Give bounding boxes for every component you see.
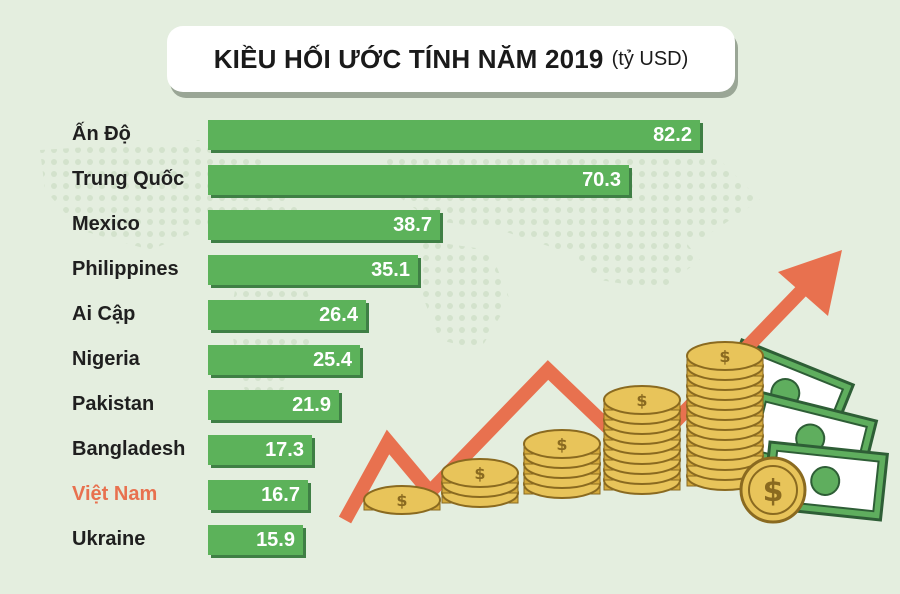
category-label: Ai Cập: [72, 303, 136, 325]
dollar-coin-icon: $: [396, 491, 407, 510]
bar: [208, 525, 303, 555]
svg-text:$: $: [763, 474, 784, 509]
category-label: Pakistan: [72, 393, 155, 415]
category-label: Trung Quốc: [72, 168, 185, 190]
bar-value-label: 82.2: [653, 124, 692, 146]
bar: [208, 390, 339, 420]
dollar-coin-icon: $: [719, 347, 730, 366]
bar: [208, 120, 700, 150]
category-label: Việt Nam: [72, 483, 158, 505]
coin: [523, 429, 601, 459]
category-label: Ấn Độ: [72, 123, 131, 145]
category-label: Bangladesh: [72, 438, 186, 460]
category-label: Nigeria: [72, 348, 140, 370]
bar-value-label: 21.9: [292, 394, 331, 416]
bar: [208, 345, 360, 375]
bar-value-label: 26.4: [319, 304, 358, 326]
bar: [208, 255, 418, 285]
dollar-coin-icon: $: [739, 456, 807, 524]
bar-value-label: 38.7: [393, 214, 432, 236]
coin: [441, 458, 519, 488]
dollar-coin-icon: $: [556, 435, 567, 454]
bar-value-label: 35.1: [371, 259, 410, 281]
bar-value-label: 70.3: [582, 169, 621, 191]
dollar-coin-icon: $: [474, 464, 485, 483]
category-label: Philippines: [72, 258, 179, 280]
bar-value-label: 17.3: [265, 439, 304, 461]
chart-unit: (tỷ USD): [611, 47, 689, 70]
coin: [603, 385, 681, 415]
coin-stacks: $ $ $ $ $: [363, 341, 764, 515]
bar: [208, 480, 308, 510]
bar-value-label: 16.7: [261, 484, 300, 506]
category-label: Mexico: [72, 213, 140, 235]
chart-title: KIỀU HỐI ƯỚC TÍNH NĂM 2019: [213, 43, 604, 74]
bar: [208, 300, 366, 330]
bar: [208, 435, 312, 465]
category-label: Ukraine: [72, 528, 146, 550]
bar-value-label: 25.4: [313, 349, 352, 371]
dollar-coin-icon: $: [636, 391, 647, 410]
bar: [208, 210, 440, 240]
bar-value-label: 15.9: [256, 529, 295, 551]
coin: [363, 485, 441, 515]
coin: [686, 341, 764, 371]
bar: [208, 165, 629, 195]
chart-title-box: KIỀU HỐI ƯỚC TÍNH NĂM 2019 (tỷ USD): [167, 26, 735, 92]
